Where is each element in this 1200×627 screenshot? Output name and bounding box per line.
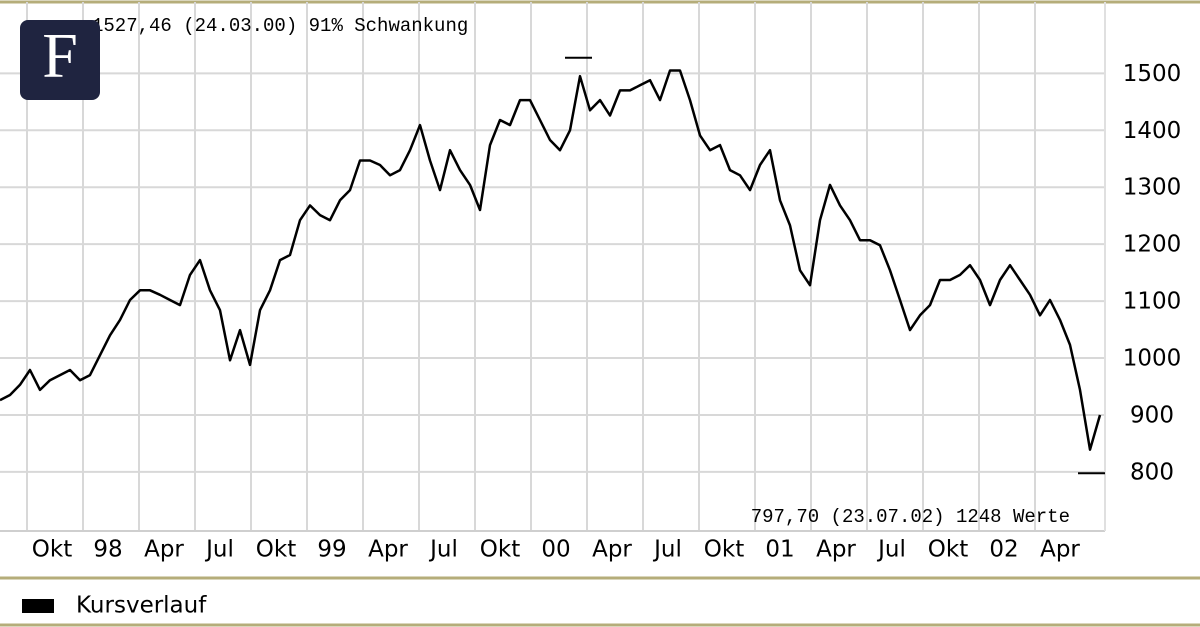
logo-letter: F [42, 20, 78, 91]
x-tick-label: Apr [1040, 537, 1080, 563]
x-tick-label: Okt [480, 537, 520, 563]
x-tick-label: 00 [541, 537, 570, 563]
x-tick-label: Okt [256, 537, 296, 563]
x-tick-label: Jul [428, 537, 458, 563]
x-tick-label: Jul [204, 537, 234, 563]
annotation-bottom: 797,70 (23.07.02) 1248 Werte [751, 506, 1070, 528]
y-tick-label: 1500 [1123, 61, 1182, 87]
x-tick-label: Okt [928, 537, 968, 563]
x-tick-label: 02 [989, 537, 1018, 563]
x-tick-label: Apr [592, 537, 632, 563]
x-tick-label: Jul [652, 537, 682, 563]
annotation-top: 1527,46 (24.03.00) 91% Schwankung [92, 15, 468, 37]
x-tick-label: Okt [704, 537, 744, 563]
price-line [0, 69, 1102, 451]
y-tick-label: 800 [1130, 459, 1174, 485]
legend-swatch [22, 599, 54, 613]
y-tick-label: 1300 [1123, 175, 1182, 201]
x-tick-label: Apr [368, 537, 408, 563]
logo [20, 20, 100, 100]
y-tick-label: 1400 [1123, 118, 1182, 144]
legend-label: Kursverlauf [76, 593, 207, 619]
y-tick-label: 1100 [1123, 289, 1182, 315]
y-tick-label: 1000 [1123, 346, 1182, 372]
x-tick-label: Okt [32, 537, 72, 563]
x-tick-label: 99 [317, 537, 346, 563]
x-tick-label: Jul [876, 537, 906, 563]
x-tick-label: 98 [93, 537, 122, 563]
x-tick-label: 01 [765, 537, 794, 563]
y-tick-label: 900 [1130, 402, 1174, 428]
y-tick-label: 1200 [1123, 232, 1182, 258]
x-tick-label: Apr [816, 537, 856, 563]
x-tick-label: Apr [144, 537, 184, 563]
